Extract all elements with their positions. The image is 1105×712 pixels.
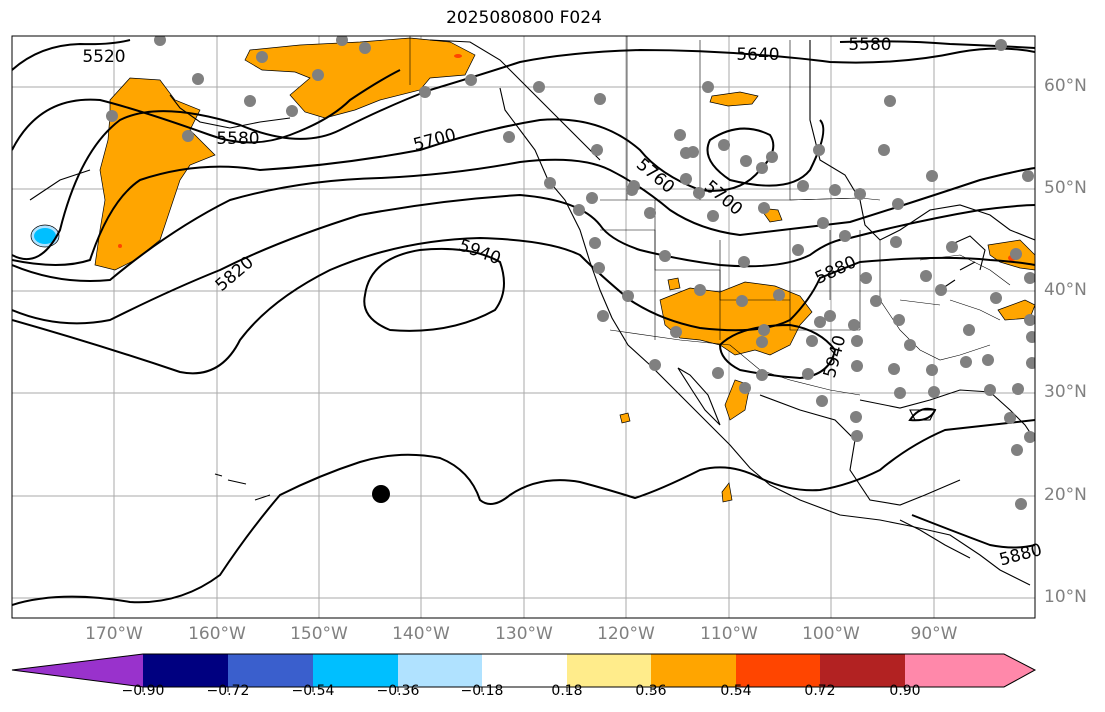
lon-label: 100°W [802, 624, 860, 644]
contour-5940-gulf [908, 407, 937, 422]
contour-label: 5940 [456, 236, 503, 270]
contour-5760 [12, 158, 1035, 282]
colorbar-segment [820, 654, 905, 687]
colorbar-extend-low [12, 654, 143, 687]
contour-label: 5580 [216, 129, 259, 149]
contour-5820 [12, 193, 1035, 325]
colorbar-tick-label: 0.36 [635, 683, 667, 699]
contour-label: 5580 [848, 35, 891, 55]
colorbar-tick-label: 0.18 [551, 683, 583, 699]
lon-label: 170°W [85, 624, 143, 644]
colorbar-segment [143, 654, 228, 687]
contour-tropical [12, 419, 1035, 606]
shade-socorro [721, 482, 733, 503]
colorbar-segment [651, 654, 736, 687]
colorbar-segment [313, 654, 398, 687]
lon-label: 140°W [392, 624, 450, 644]
contour-5940-high [363, 247, 505, 332]
shade-north-canada [709, 91, 759, 107]
contour-5880-southeast [911, 514, 1035, 549]
contour-label: 5820 [212, 253, 258, 296]
lon-label: 160°W [188, 624, 246, 644]
colorbar-tick-label: 0.54 [720, 683, 752, 699]
colorbar-tick-label: 0.72 [804, 683, 836, 699]
contour-5580-east [839, 40, 1035, 49]
gridlines [12, 36, 1035, 618]
lat-label: 20°N [1044, 485, 1087, 505]
lon-label: 110°W [700, 624, 758, 644]
colorbar-segment [228, 654, 313, 687]
colorbar-tick-label: −0.54 [291, 683, 335, 699]
feature-marker [372, 485, 390, 503]
contour-5700 [12, 118, 825, 266]
lat-label: 30°N [1044, 382, 1087, 402]
shade-southwest-us [659, 281, 813, 356]
shade-new-england [997, 299, 1035, 321]
lon-label: 130°W [495, 624, 553, 644]
contour-label: 5700 [411, 125, 458, 156]
colorbar-tick-label: −0.36 [376, 683, 420, 699]
contour-label: 5640 [736, 45, 779, 65]
colorbar-extend-high [1004, 654, 1035, 687]
contour-labels: 5520 5580 5640 5580 5700 5760 5700 5820 … [82, 35, 1044, 570]
lat-label: 10°N [1044, 587, 1087, 607]
lat-label: 60°N [1044, 76, 1087, 96]
colorbar-segment [905, 654, 1004, 687]
station-markers [106, 36, 1035, 510]
contour-label: 5880 [812, 252, 860, 288]
contour-label: 5880 [997, 540, 1044, 571]
contour-5520 [12, 39, 131, 71]
contour-label: 5520 [82, 47, 125, 67]
colorbar-segment [736, 654, 820, 687]
shade-baja-island [619, 412, 631, 424]
contour-label: 5760 [632, 155, 678, 198]
shade-alaska-peninsula [94, 77, 216, 271]
colorbar-tick-label: −0.72 [206, 683, 250, 699]
colorbar-tick-label: −0.18 [460, 683, 504, 699]
contour-5580-west [12, 69, 401, 151]
colorbar-tick-label: −0.90 [121, 683, 165, 699]
contour-5940-south [718, 323, 837, 380]
colorbar-segment [567, 654, 651, 687]
lat-label: 40°N [1044, 280, 1087, 300]
map-title: 2025080800 F024 [446, 8, 602, 28]
lon-label: 120°W [597, 624, 655, 644]
colorbar [11, 653, 1037, 692]
shade-utah-small [667, 277, 681, 291]
colorbar-tick-label: 0.90 [889, 683, 921, 699]
negative-anomaly-shading [30, 224, 60, 248]
lat-label: 50°N [1044, 178, 1087, 198]
lon-label: 150°W [290, 624, 348, 644]
colorbar-segment [398, 654, 482, 687]
colorbar-segment [482, 654, 567, 687]
lon-label: 90°W [910, 624, 958, 644]
